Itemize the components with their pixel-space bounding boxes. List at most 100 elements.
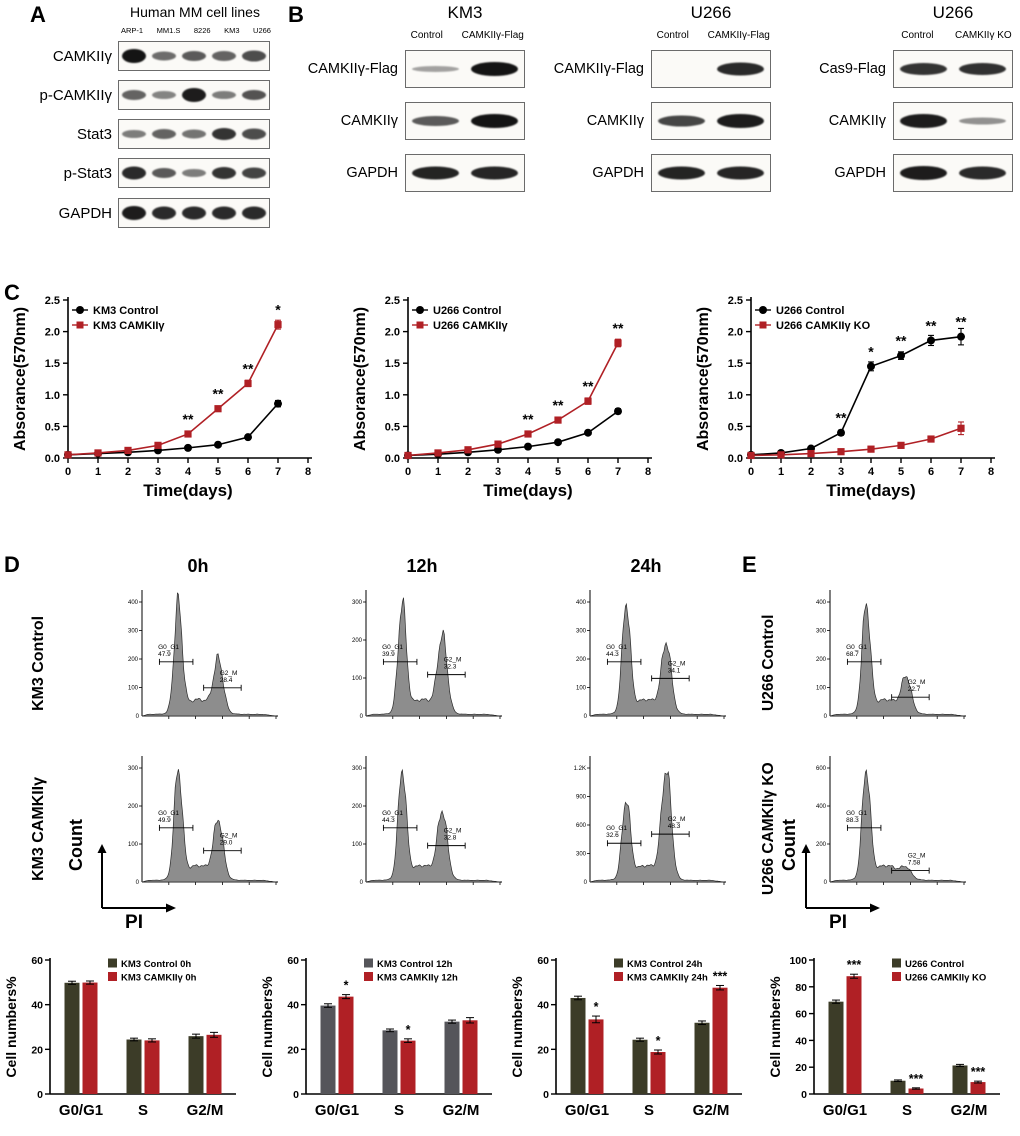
blot-row: CAMKIIγ-Flag	[546, 50, 781, 88]
count-axis-label: Count	[66, 819, 86, 871]
growth-chart-u266: 0.0 0.5 1.0 1.5 2.0 2.5 0 1 2 3 4 5 6 7 8 Time(days) Abs…	[352, 295, 652, 500]
svg-text:G0_G1: G0_G1	[846, 644, 867, 651]
lane-label: KM3	[224, 26, 240, 35]
svg-text:KM3 Control 24h: KM3 Control 24h	[627, 959, 703, 970]
svg-text:200: 200	[128, 657, 139, 663]
svg-text:7: 7	[615, 466, 621, 478]
blot-row-label: Cas9-Flag	[819, 61, 886, 77]
panel-b-label: B	[288, 2, 304, 27]
blot-row-label: CAMKIIγ-Flag	[307, 61, 398, 77]
blot-image	[405, 102, 525, 140]
svg-text:32.8: 32.8	[444, 835, 457, 842]
svg-text:S: S	[902, 1102, 912, 1119]
blot-image	[405, 154, 525, 192]
svg-text:***: ***	[971, 1065, 986, 1079]
blot-row: CAMKIIγ-Flag	[300, 50, 535, 88]
svg-text:KM3 Control 12h: KM3 Control 12h	[377, 959, 453, 970]
svg-text:7: 7	[275, 466, 281, 478]
svg-text:1: 1	[778, 466, 784, 478]
blot-image	[893, 50, 1013, 88]
svg-text:Cell numbers%: Cell numbers%	[509, 976, 525, 1078]
svg-text:100: 100	[576, 686, 587, 692]
svg-text:200: 200	[128, 804, 139, 810]
svg-text:4: 4	[185, 466, 192, 478]
svg-text:KM3 CAMKIIγ 24h: KM3 CAMKIIγ 24h	[627, 973, 708, 984]
svg-text:20: 20	[795, 1062, 807, 1074]
panel-a-title: Human MM cell lines	[130, 4, 260, 20]
svg-text:39.9: 39.9	[382, 651, 395, 658]
svg-text:G0_G1: G0_G1	[606, 825, 627, 832]
svg-text:29.0: 29.0	[220, 840, 233, 847]
svg-text:KM3 Control: KM3 Control	[93, 305, 158, 317]
svg-text:3: 3	[838, 466, 844, 478]
svg-text:*: *	[406, 1023, 411, 1037]
timepoint-header: 0h	[187, 556, 209, 576]
count-pi-axes	[97, 844, 176, 913]
svg-text:U266 CAMKIIγ KO: U266 CAMKIIγ KO	[776, 320, 871, 332]
svg-text:600: 600	[576, 823, 587, 829]
lane-label: 8226	[193, 26, 211, 35]
svg-text:400: 400	[816, 600, 827, 606]
svg-text:Absorance(570nm): Absorance(570nm)	[12, 307, 29, 451]
svg-text:400: 400	[128, 600, 139, 606]
flow-row-label: KM3 CAMKIIγ	[30, 777, 47, 882]
lane-label: ARP-1	[121, 26, 144, 35]
svg-text:0: 0	[824, 880, 828, 886]
blot-image	[893, 102, 1013, 140]
lane-label: U266	[253, 26, 271, 35]
svg-text:28.4: 28.4	[220, 677, 233, 684]
blot-image	[118, 198, 270, 228]
svg-text:32.3: 32.3	[444, 664, 457, 671]
svg-text:6: 6	[585, 466, 591, 478]
svg-text:KM3 CAMKIIγ: KM3 CAMKIIγ	[93, 320, 165, 332]
lane-label: CAMKIIγ-Flag	[707, 30, 770, 41]
blot-row-label: GAPDH	[58, 204, 112, 222]
svg-text:600: 600	[816, 766, 827, 772]
svg-text:0.0: 0.0	[728, 453, 743, 465]
svg-text:G0/G1: G0/G1	[315, 1102, 359, 1119]
svg-text:G0_G1: G0_G1	[606, 644, 627, 651]
svg-text:0: 0	[824, 714, 828, 720]
blot-image	[651, 102, 771, 140]
panel-a-label: A	[30, 2, 46, 27]
svg-text:300: 300	[128, 766, 139, 772]
svg-text:60: 60	[795, 1009, 807, 1021]
svg-text:1.5: 1.5	[385, 358, 400, 370]
svg-text:Time(days): Time(days)	[483, 481, 572, 500]
svg-text:G0_G1: G0_G1	[158, 644, 179, 651]
growth-chart-u266-ko: 0.0 0.5 1.0 1.5 2.0 2.5 0 1 2 3 4 5 6 7 8 Time(days) Abs…	[695, 295, 995, 500]
svg-text:0: 0	[360, 880, 364, 886]
lane-label: Control	[901, 30, 934, 41]
lane-label: CAMKIIγ-Flag	[461, 30, 524, 41]
blot-image	[893, 154, 1013, 192]
svg-text:*: *	[656, 1034, 661, 1048]
svg-text:300: 300	[576, 852, 587, 858]
svg-text:8: 8	[645, 466, 651, 478]
svg-text:100: 100	[352, 676, 363, 682]
svg-text:300: 300	[576, 629, 587, 635]
svg-text:**: **	[956, 314, 967, 330]
lane-label: CAMKIIγ KO	[955, 30, 1012, 41]
svg-text:4: 4	[525, 466, 532, 478]
svg-text:1.2K: 1.2K	[574, 766, 586, 772]
panel-a-lane-labels: ARP-1 MM1.S 8226 KM3 U266	[121, 26, 271, 35]
blot-group-lanes: Control CAMKIIγ-Flag	[645, 30, 777, 41]
svg-text:1.5: 1.5	[45, 358, 60, 370]
svg-text:G2_M: G2_M	[444, 828, 462, 835]
svg-text:200: 200	[816, 842, 827, 848]
svg-text:0.0: 0.0	[45, 453, 60, 465]
flow-row-label: KM3 Control	[30, 615, 47, 711]
svg-text:G0/G1: G0/G1	[565, 1102, 609, 1119]
lane-label: MM1.S	[156, 26, 181, 35]
svg-text:44.3: 44.3	[382, 817, 395, 824]
svg-text:47.9: 47.9	[158, 651, 171, 658]
blot-row: GAPDH	[788, 154, 1020, 192]
svg-text:900: 900	[576, 795, 587, 801]
lane-label: Control	[410, 30, 443, 41]
svg-text:U266 Control: U266 Control	[433, 305, 501, 317]
